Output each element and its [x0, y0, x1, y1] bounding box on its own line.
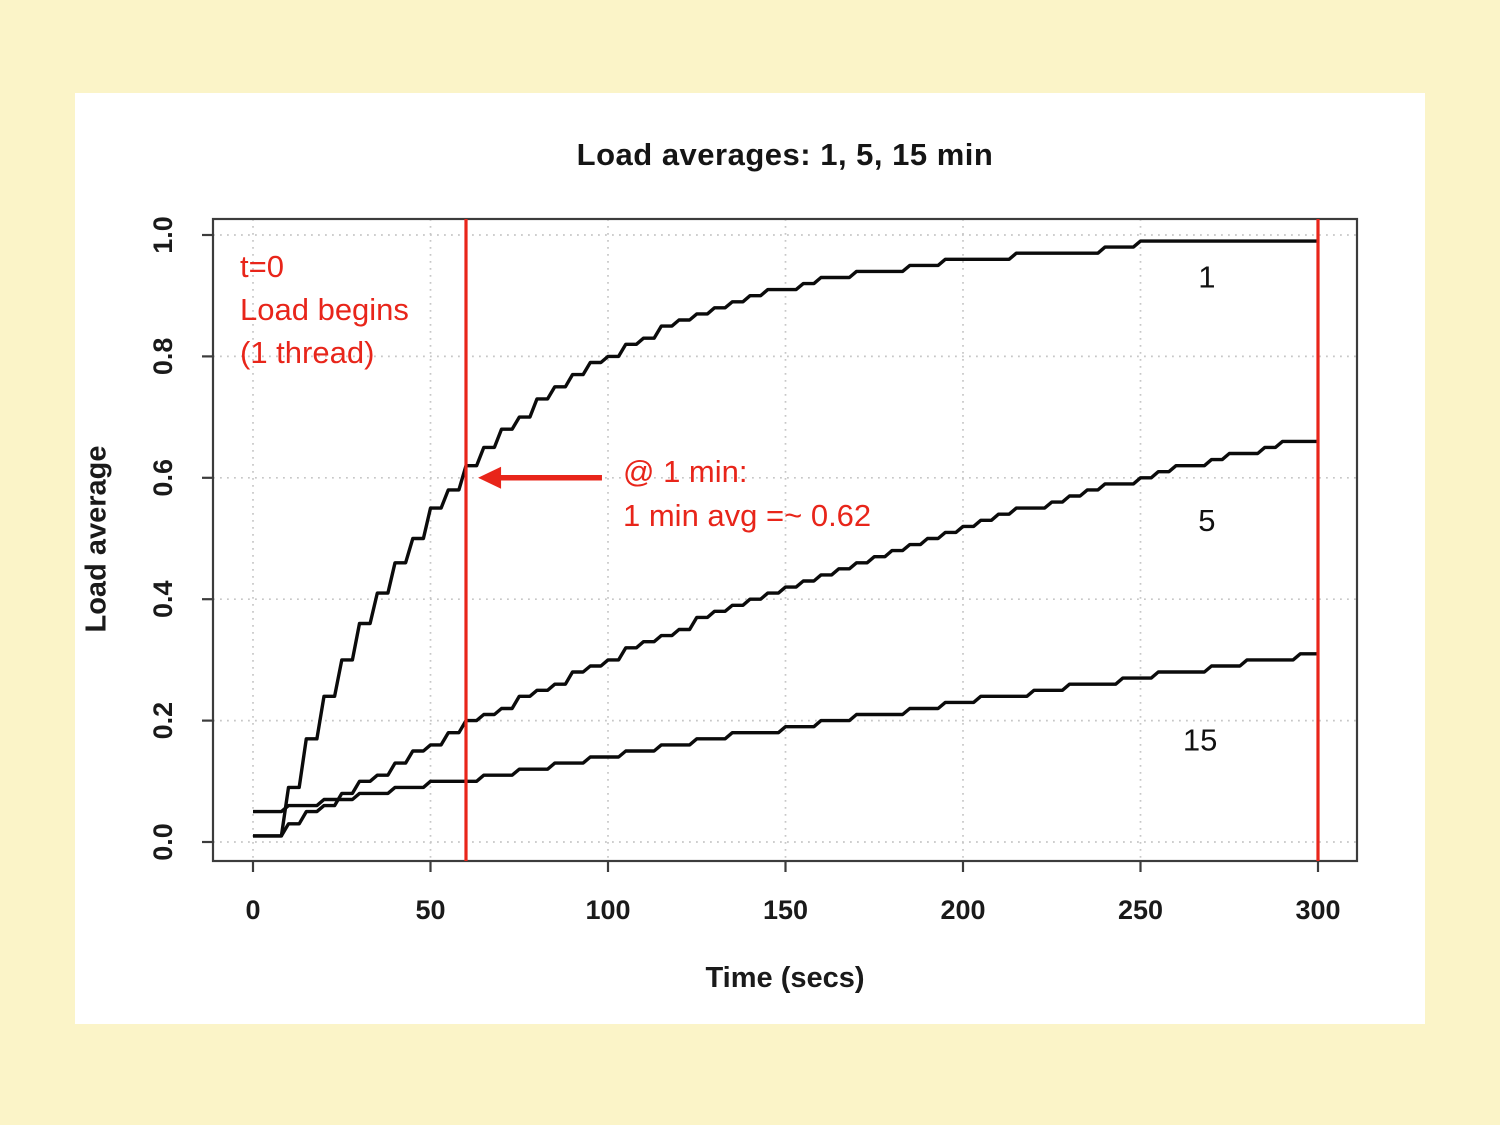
x-tick-label: 50	[415, 895, 445, 925]
annotation-line: t=0	[240, 249, 284, 284]
series-curve-1-min	[253, 239, 1318, 838]
chart-title: Load averages: 1, 5, 15 min	[576, 137, 994, 172]
series-curve-15-min	[253, 652, 1318, 814]
y-tick-label: 0.4	[148, 580, 178, 618]
x-tick-label: 200	[940, 895, 985, 925]
curve-label-15: 15	[1183, 723, 1217, 758]
x-tick-label: 300	[1295, 895, 1340, 925]
annotation-line: Load begins	[240, 292, 409, 327]
x-tick-label: 100	[585, 895, 630, 925]
annotation-line: (1 thread)	[240, 335, 375, 370]
annotation-line: 1 min avg =~ 0.62	[623, 498, 872, 533]
y-tick-label: 0.2	[148, 702, 178, 740]
annotation-one-min: @ 1 min: 1 min avg =~ 0.62	[623, 450, 871, 538]
annotation-line: @ 1 min:	[623, 454, 748, 489]
curve-label-5: 5	[1198, 503, 1215, 538]
series-curve-5-min	[253, 439, 1318, 838]
x-tick-label: 0	[245, 895, 260, 925]
x-axis-label: Time (secs)	[705, 962, 865, 994]
x-tick-label: 150	[763, 895, 808, 925]
y-axis-label: Load average	[80, 445, 113, 633]
y-tick-label: 1.0	[148, 216, 178, 254]
chart-panel: 0 50 100 150 200 250 300 0.0 0.2 0.4 0.6 0.8 1.0 1 5 15…	[75, 93, 1425, 1024]
y-tick-label: 0.6	[148, 459, 178, 497]
annotation-arrow-head	[478, 466, 502, 489]
x-tick-label: 250	[1118, 895, 1163, 925]
annotation-load-begins: t=0 Load begins (1 thread)	[240, 245, 409, 374]
y-tick-label: 0.8	[148, 338, 178, 376]
y-tick-label: 0.0	[148, 823, 178, 861]
curve-label-1: 1	[1198, 259, 1215, 294]
